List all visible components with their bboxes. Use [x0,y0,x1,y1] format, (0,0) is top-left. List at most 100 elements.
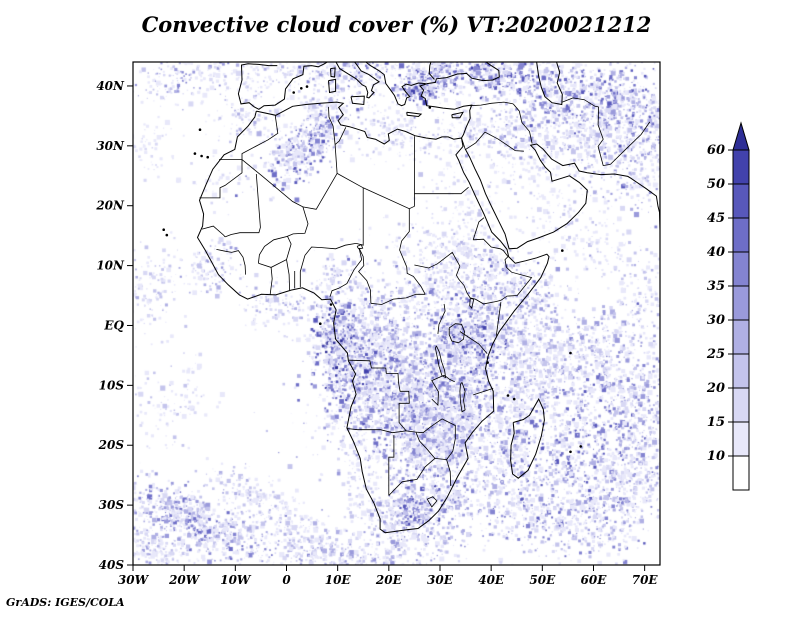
country-border [431,374,445,407]
island-dot [561,249,564,252]
coastline [419,62,500,139]
lake-outline [356,244,364,250]
x-tick-label: 10E [325,573,352,587]
grads-credit: GrADS: IGES/COLA [6,596,125,609]
country-border [358,248,372,304]
x-axis: 30W 20W 10W 0 10E 20E 30E 40E 50E 60E 70E [118,565,659,587]
island-dot [428,106,432,109]
country-border [495,302,502,336]
x-tick-label: 10W [220,573,252,587]
country-border [406,266,426,295]
country-border [610,121,651,165]
country-border [199,159,243,199]
coastline [536,62,563,106]
island-dot [329,303,333,306]
colorbar-segment [732,387,750,423]
country-border [426,496,438,508]
y-tick-label: 10N [96,259,125,273]
colorbar-label: 35 [707,279,725,294]
coastline [406,111,423,118]
country-border [473,238,509,257]
country-border [304,243,357,256]
country-border [470,101,514,107]
colorbar-segment [732,455,750,491]
colorbar: 10 15 20 25 30 35 40 45 50 60 [706,121,750,491]
coastline [196,101,550,534]
y-tick-label: 20N [95,199,125,213]
lake-outline [469,298,475,309]
x-tick-label: 20W [168,573,201,587]
country-border [201,225,226,238]
island-dot [579,445,582,448]
country-border [299,255,306,288]
island-dot [512,397,516,401]
colorbar-segment [732,285,750,321]
island-dot [319,322,322,326]
colorbar-segment [732,353,750,389]
y-tick-label: 30S [99,498,125,512]
island-dot [200,154,203,158]
island-dot [486,361,489,364]
country-border [465,131,524,152]
country-border [348,359,410,432]
coastline [464,143,660,250]
colorbar-segment [732,217,750,253]
coastline [451,111,464,119]
country-border [437,303,446,334]
island-dot [569,351,572,355]
coastline [350,95,365,106]
x-tick-label: 50E [529,573,556,587]
colorbar-label: 60 [707,143,725,158]
country-border [473,388,494,396]
country-border [443,374,455,383]
country-border [512,103,533,144]
island-dot [305,85,309,88]
country-border [334,127,347,145]
island-dot [206,155,209,159]
colorbar-label: 30 [707,313,725,328]
country-border [241,115,279,160]
country-border [258,235,292,268]
colorbar-label: 15 [707,415,725,430]
coastline [510,397,545,479]
country-border [459,331,488,354]
country-border [336,173,415,210]
country-border [224,173,261,238]
country-border [446,459,452,487]
y-tick-label: 20S [98,438,125,452]
y-axis: 40N 30N 20N 10N EQ 10S 20S 30S 40S [95,79,133,572]
lake-outline [448,323,465,344]
x-tick-label: 70E [632,573,659,587]
x-tick-label: 30E [427,573,454,587]
island-dot [569,450,572,454]
y-tick-label: EQ [103,318,124,332]
colorbar-segment [732,421,750,457]
colorbar-label: 40 [707,245,725,260]
country-border [328,106,336,145]
country-border [441,418,456,460]
country-border [216,249,246,275]
island-dot [506,394,510,397]
colorbar-segment [732,319,750,355]
x-tick-label: 60E [581,573,608,587]
chart-title: Convective cloud cover (%) VT:2020021212 [141,12,652,37]
island-dot [165,233,169,237]
island-dot [300,87,303,90]
x-tick-label: 0 [282,573,291,587]
country-border [500,256,533,301]
geography-group [162,62,660,534]
colorbar-label: 50 [707,177,725,192]
country-border [269,267,273,295]
country-border [472,217,485,240]
country-border [388,457,447,496]
y-tick-label: 10S [99,378,125,392]
country-border [399,208,410,267]
country-border [286,259,290,291]
country-border [414,251,461,269]
island-dot [193,152,197,155]
colorbar-label: 10 [707,449,725,464]
x-tick-label: 40E [478,573,505,587]
coastline [328,78,337,94]
